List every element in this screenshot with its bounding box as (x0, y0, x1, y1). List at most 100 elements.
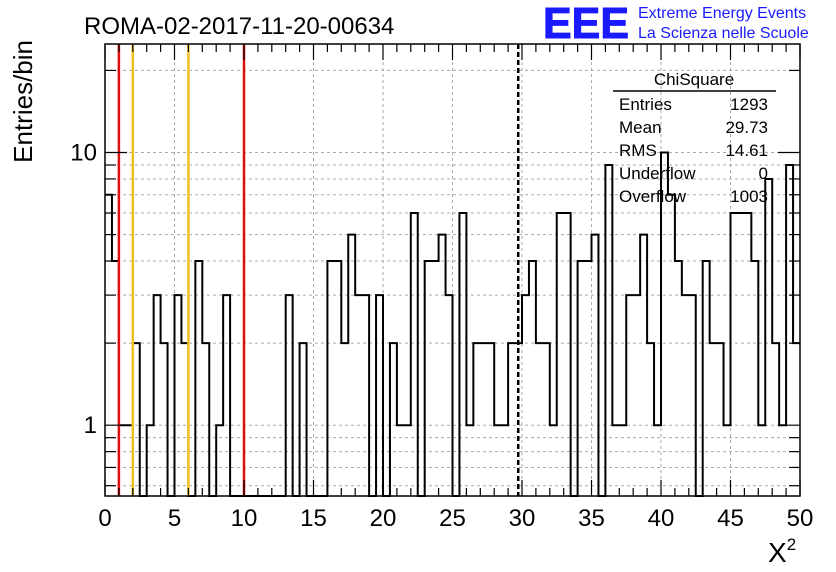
histogram-bin (724, 425, 731, 496)
x-tick-label: 10 (231, 505, 258, 532)
histogram-bin (668, 195, 675, 496)
histogram-bin (737, 213, 744, 496)
x-tick-label: 20 (370, 505, 397, 532)
histogram-bin (772, 343, 779, 496)
histogram-bin (508, 343, 515, 496)
histogram-bin (765, 179, 772, 496)
histogram-bin (550, 425, 557, 496)
stats-box: ChiSquare Entries 1293 Mean 29.73 RMS 14.61 Un… (613, 70, 776, 206)
histogram-bin (543, 343, 550, 496)
histogram-bin (362, 295, 369, 496)
histogram-bin (522, 295, 529, 496)
histogram-bin (397, 425, 404, 496)
histogram-bin (161, 343, 168, 496)
logo-mark: EEE (543, 0, 629, 48)
histogram-bin (640, 235, 647, 496)
histogram-bin (703, 261, 710, 496)
histogram-bin (404, 425, 411, 496)
histogram-bin (744, 213, 751, 496)
histogram-bin (731, 213, 738, 496)
x-tick-label: 50 (787, 505, 814, 532)
stats-label: Underflow (619, 164, 696, 183)
histogram-bin (154, 295, 161, 496)
histogram-bin (626, 295, 633, 496)
histogram-bin (585, 261, 592, 496)
x-axis-label-main: X (768, 537, 787, 568)
histogram-bin (751, 261, 758, 496)
histogram-bin (466, 425, 473, 496)
histogram-bin (286, 295, 293, 496)
histogram-bin (564, 213, 571, 496)
histogram-bin (578, 261, 585, 496)
histogram-bin (175, 295, 182, 496)
histogram-bin (675, 261, 682, 496)
histogram-bin (633, 295, 640, 496)
x-axis-label-superscript: 2 (787, 535, 796, 554)
histogram-bin (654, 425, 661, 496)
histogram-bin (710, 343, 717, 496)
y-tick-label: 10 (70, 140, 97, 167)
x-tick-label: 25 (439, 505, 466, 532)
histogram-bin (195, 261, 202, 496)
histogram-bin (223, 295, 230, 496)
x-tick-label: 35 (578, 505, 605, 532)
histogram-bin (334, 261, 341, 496)
stats-label: Mean (619, 118, 662, 137)
histogram-bin (425, 261, 432, 496)
histogram-bin (487, 343, 494, 496)
stats-value: 29.73 (725, 118, 768, 137)
histogram-bin (105, 195, 112, 496)
histogram-bin (341, 343, 348, 496)
threshold-lines (117, 44, 520, 496)
histogram-bin (717, 343, 724, 496)
y-axis-label: Entries/bin (8, 40, 38, 163)
histogram-bin (327, 261, 334, 496)
histogram-bin (501, 425, 508, 496)
histogram-bin (557, 213, 564, 496)
stats-label: RMS (619, 141, 657, 160)
histogram-bin (529, 261, 536, 496)
histogram-bin (480, 343, 487, 496)
histogram-bin (689, 295, 696, 496)
x-tick-label: 0 (98, 505, 111, 532)
histogram-bin (793, 343, 800, 496)
logo-line-2: La Scienza nelle Scuole (638, 25, 809, 42)
histogram-bin (786, 165, 793, 496)
x-tick-label: 45 (717, 505, 744, 532)
histogram-bin (605, 165, 612, 496)
stats-label: Entries (619, 95, 672, 114)
stats-rows: Entries 1293 Mean 29.73 RMS 14.61 Underflow 0 Ov… (619, 95, 768, 206)
x-tick-label: 30 (509, 505, 536, 532)
histogram-bin (355, 295, 362, 496)
histogram-bin (647, 343, 654, 496)
y-tick-label: 1 (84, 412, 97, 439)
x-axis-label: X2 (768, 535, 796, 568)
stats-value: 0 (759, 164, 768, 183)
chart-title: ROMA-02-2017-11-20-00634 (84, 13, 394, 40)
histogram-bin (348, 235, 355, 496)
stats-value: 1003 (730, 187, 768, 206)
histogram-bin (390, 343, 397, 496)
histogram-bin (612, 425, 619, 496)
histogram-bin (376, 295, 383, 496)
histogram-bin (779, 425, 786, 496)
histogram-bin (536, 343, 543, 496)
histogram-bin (758, 425, 765, 496)
histogram-bin (619, 425, 626, 496)
histogram-bin (300, 343, 307, 496)
histogram-bin (446, 295, 453, 496)
axes-frame: 0 5 10 15 20 25 30 35 40 45 50 1 10 (70, 43, 814, 532)
x-tick-label: 15 (300, 505, 327, 532)
eee-logo: EEE Extreme Energy Events La Scienza nel… (543, 0, 809, 49)
stats-title: ChiSquare (654, 70, 734, 89)
histogram-bin (494, 425, 501, 496)
histogram-bin (473, 343, 480, 496)
histogram-bars (105, 151, 800, 497)
histogram-bin (592, 235, 599, 496)
histogram-bin (147, 425, 154, 496)
histogram-bin (202, 343, 209, 496)
stats-value: 1293 (730, 95, 768, 114)
x-tick-label: 5 (168, 505, 181, 532)
grid-lines (105, 44, 800, 496)
